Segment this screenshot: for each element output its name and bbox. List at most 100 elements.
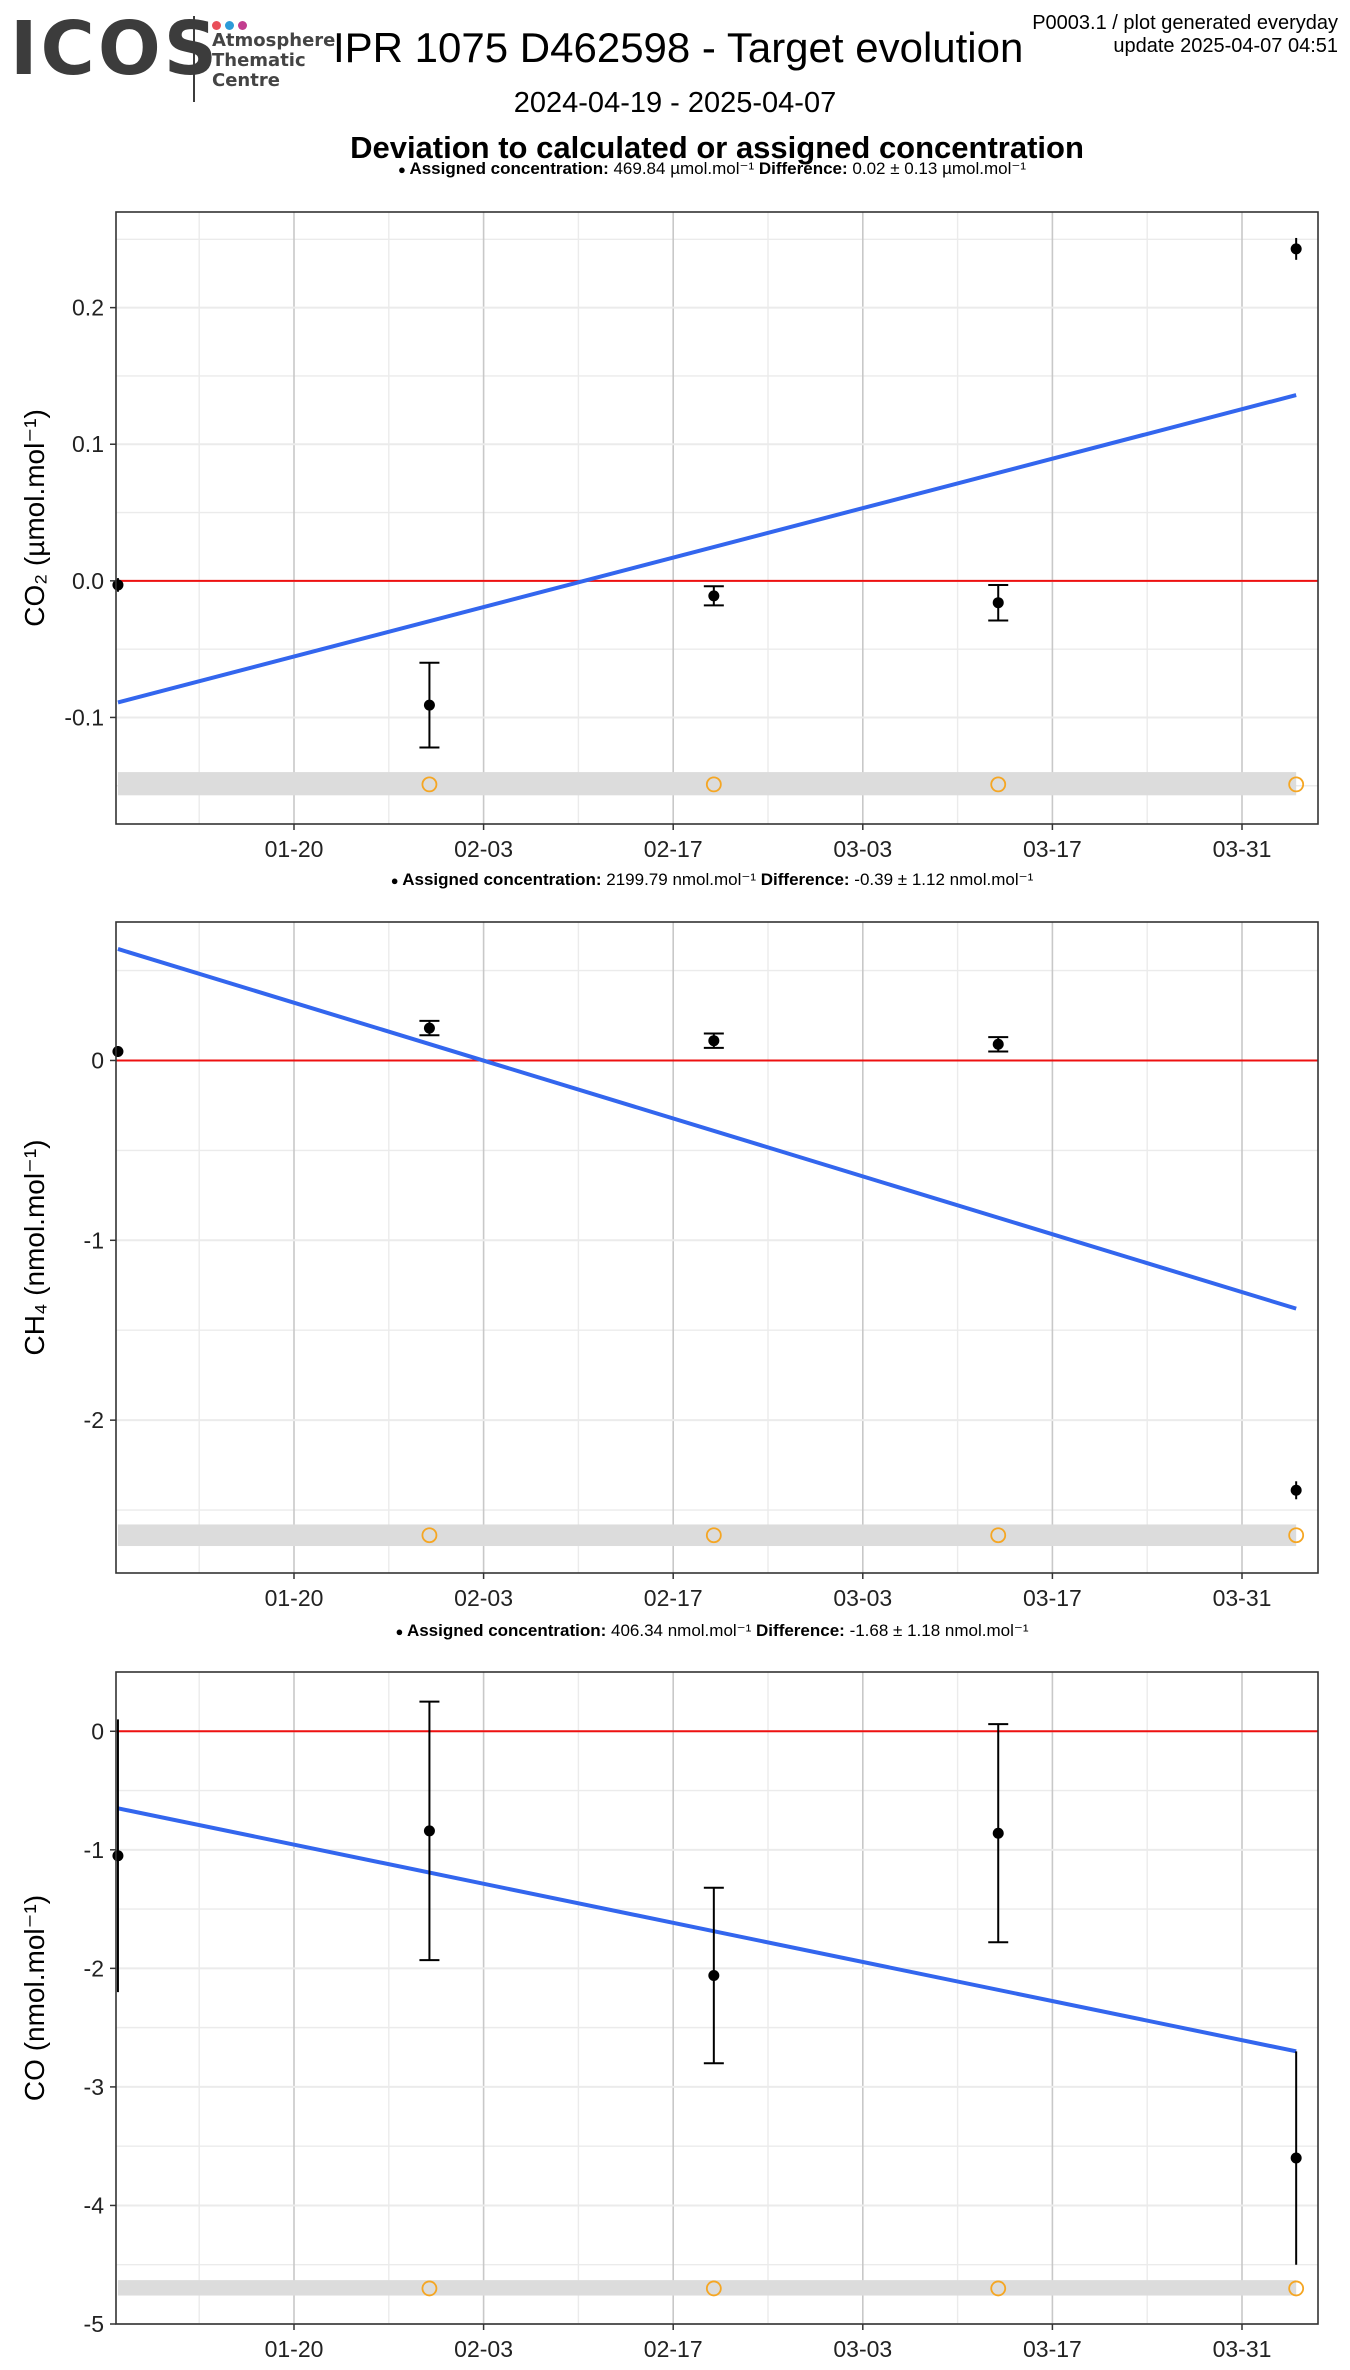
info-bullet: ● [398,162,409,177]
x-tick-label: 02-17 [644,836,703,862]
x-tick-label: 03-03 [833,1585,892,1611]
y-tick-label: -4 [84,2192,105,2218]
difference-label: Difference: [756,1621,845,1640]
x-tick-label: 02-17 [644,2336,703,2362]
x-tick-label: 01-20 [265,1585,324,1611]
y-axis-label: CH₄ (nmol.mol⁻¹) [19,1140,50,1356]
info-line: ● Assigned concentration: 2199.79 nmol.m… [391,870,1034,889]
panel-frame [115,921,1319,1574]
icos-logo: ICOS [10,6,221,92]
open-marker [421,2280,438,2297]
assigned-value: 2199.79 nmol.mol⁻¹ [602,870,761,889]
data-point [708,1969,720,1981]
y-tick-label: -2 [84,1955,104,1981]
y-tick-label: -3 [84,2074,104,2100]
data-point [1290,243,1302,255]
data-point [112,1850,124,1862]
y-axis-label: CO (nmol.mol⁻¹) [19,1895,50,2101]
x-tick-label: 03-03 [833,2336,892,2362]
y-tick-label: 0 [91,1718,104,1744]
y-tick-label: -5 [84,2311,104,2337]
x-tick-label: 02-03 [454,1585,513,1611]
y-tick-label: 0 [91,1047,104,1073]
panel-frame [115,1671,1319,2325]
x-tick-label: 03-17 [1023,2336,1082,2362]
logo-dot-red [212,21,221,30]
x-tick-label: 03-31 [1213,836,1272,862]
difference-value: -1.68 ± 1.18 nmol.mol⁻¹ [845,1621,1029,1640]
x-tick-label: 02-17 [644,1585,703,1611]
logo-subtitle-line: Thematic [212,50,306,71]
open-marker [705,2280,722,2297]
difference-label: Difference: [759,159,848,178]
data-point [1290,2152,1302,2164]
x-tick-label: 03-17 [1023,836,1082,862]
y-axis-label: CO₂ (µmol.mol⁻¹) [19,409,50,627]
x-tick-label: 01-20 [265,2336,324,2362]
info-bullet: ● [395,1624,406,1639]
y-tick-label: 0.1 [72,431,104,457]
info-line: ● Assigned concentration: 469.84 µmol.mo… [398,159,1026,178]
data-point [112,579,124,591]
plot-meta-line2: update 2025-04-07 04:51 [1113,35,1338,57]
difference-value: -0.39 ± 1.12 nmol.mol⁻¹ [850,870,1034,889]
assigned-label: Assigned concentration: [407,1621,606,1640]
x-tick-label: 02-03 [454,2336,513,2362]
plot-meta: P0003.1 / plot generated everyday update… [1032,12,1338,58]
chart-panel: ● Assigned concentration: 469.84 µmol.mo… [19,159,1319,862]
chart-subtitle: Deviation to calculated or assigned conc… [350,130,1084,165]
logo-subtitle-line: Centre [212,70,280,91]
x-tick-label: 02-03 [454,836,513,862]
y-tick-label: 0.2 [72,295,104,321]
data-point [992,1827,1004,1839]
open-marker [1288,2280,1305,2297]
plot-meta-line1: P0003.1 / plot generated everyday [1032,12,1338,34]
open-marker [1288,1527,1305,1544]
date-range: 2024-04-19 - 2025-04-07 [513,87,837,119]
logo-divider [193,16,195,102]
x-tick-label: 03-31 [1213,1585,1272,1611]
data-point [423,1022,435,1034]
y-tick-label: -0.1 [64,704,104,730]
logo-dot-magenta [238,21,247,30]
data-point [708,1035,720,1047]
assigned-value: 406.34 nmol.mol⁻¹ [606,1621,756,1640]
data-point [708,590,720,602]
panel-frame [115,211,1319,825]
x-tick-label: 03-17 [1023,1585,1082,1611]
assigned-label: Assigned concentration: [409,159,608,178]
logo-subtitle-line: Atmosphere [212,30,336,51]
page-title: IPR 1075 D462598 - Target evolution [333,24,1024,71]
y-tick-label: -1 [84,1837,104,1863]
x-tick-label: 03-03 [833,836,892,862]
assigned-value: 469.84 µmol.mol⁻¹ [609,159,759,178]
info-bullet: ● [391,873,402,888]
trend-line [117,947,1297,1311]
logo-subtitle: Atmosphere Thematic Centre [212,31,335,91]
y-tick-label: 0.0 [72,568,104,594]
open-marker [421,1527,438,1544]
x-tick-label: 03-31 [1213,2336,1272,2362]
open-marker [990,1527,1007,1544]
data-point [423,699,435,711]
open-marker [705,776,722,793]
logo-dot-blue [225,21,234,30]
difference-value: 0.02 ± 0.13 µmol.mol⁻¹ [848,159,1027,178]
open-marker [421,776,438,793]
trend-line [117,1806,1297,2054]
chart-panel: ● Assigned concentration: 406.34 nmol.mo… [19,1621,1319,2362]
difference-label: Difference: [761,870,850,889]
logo-dots [212,17,251,35]
data-point [423,1825,435,1837]
data-point [112,1045,124,1057]
trend-line [117,393,1297,705]
chart-panel: ● Assigned concentration: 2199.79 nmol.m… [19,870,1319,1611]
data-point [992,1038,1004,1050]
x-tick-label: 01-20 [265,836,324,862]
y-tick-label: -1 [84,1227,104,1253]
open-marker [705,1527,722,1544]
open-marker [1288,776,1305,793]
info-line: ● Assigned concentration: 406.34 nmol.mo… [395,1621,1028,1640]
open-marker [990,2280,1007,2297]
